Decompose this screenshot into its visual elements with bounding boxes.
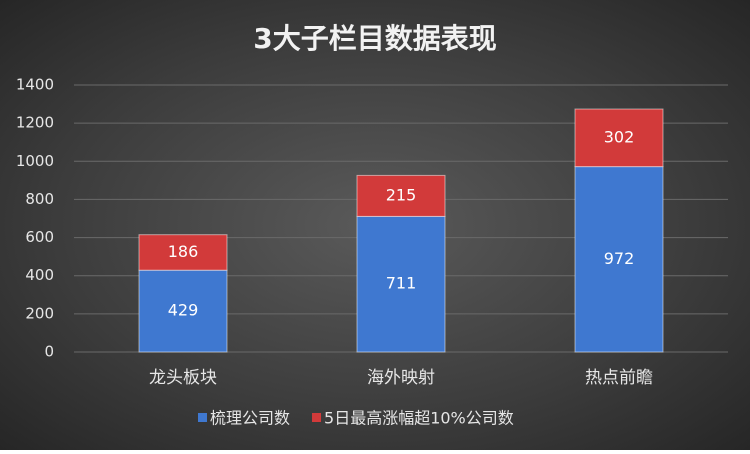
legend-marker [198,413,207,422]
y-tick-label: 600 [25,228,54,246]
y-tick-label: 1400 [16,76,54,94]
bar-segment [574,108,664,168]
y-tick-label: 400 [25,266,54,284]
data-label: 186 [168,242,199,261]
bar-segment [574,166,664,353]
y-tick-label: 1000 [16,152,54,170]
y-tick-label: 200 [25,304,54,322]
y-tick-label: 800 [25,190,54,208]
bar-segment [138,234,228,271]
bar-segment [356,174,446,217]
x-tick-label: 龙头板块 [149,368,217,388]
legend-label: 5日最高涨幅超10%公司数 [324,409,514,428]
data-label: 711 [386,274,417,293]
x-tick-label: 海外映射 [367,368,435,388]
y-tick-label: 0 [44,343,54,361]
legend-label: 梳理公司数 [210,409,290,428]
data-label: 302 [604,127,635,146]
y-tick-label: 1200 [16,114,54,132]
bar-segment [356,215,446,353]
bar-segment [138,269,228,353]
x-tick-label: 热点前瞻 [585,368,653,388]
data-label: 429 [168,301,199,320]
legend-marker [312,413,322,422]
chart-title: 3大子栏目数据表现 [253,22,496,55]
data-label: 972 [604,249,635,268]
data-label: 215 [386,185,417,204]
